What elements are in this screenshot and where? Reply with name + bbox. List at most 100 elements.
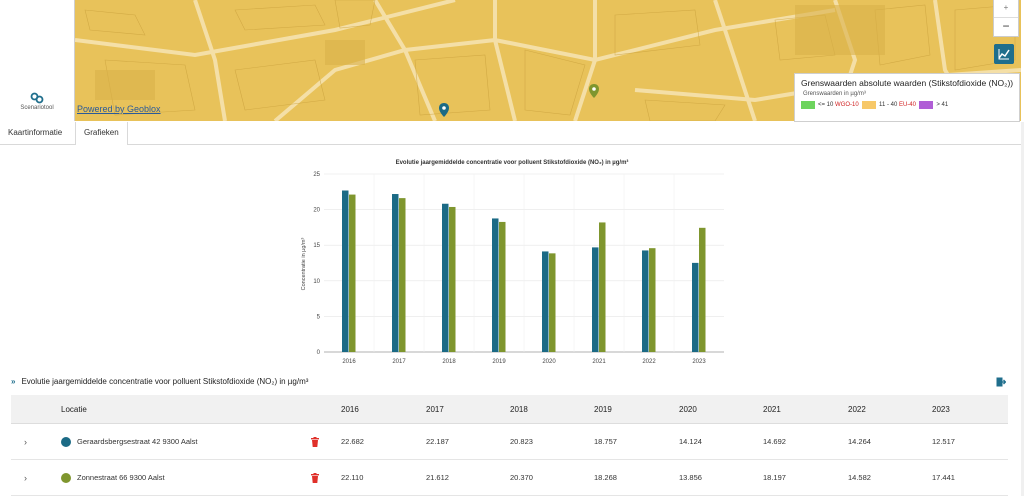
expand-row-icon[interactable]: › [24, 472, 27, 483]
location-pin-blue-icon[interactable] [439, 103, 449, 117]
bar [399, 198, 406, 352]
value-cell: 12.517 [932, 437, 955, 446]
value-cell: 13.856 [679, 473, 702, 482]
bar [442, 203, 449, 352]
export-icon[interactable] [996, 377, 1006, 387]
bar [449, 206, 456, 352]
chevron-down-icon[interactable]: » [11, 376, 16, 386]
bar [699, 227, 706, 352]
value-cell: 14.692 [763, 437, 786, 446]
chart-toggle-button[interactable] [994, 44, 1014, 64]
y-tick-label: 25 [313, 172, 320, 178]
bar [342, 190, 349, 352]
value-cell: 18.757 [594, 437, 617, 446]
column-header-year: 2019 [594, 404, 612, 414]
x-tick-label: 2018 [442, 359, 456, 365]
x-tick-label: 2022 [642, 359, 656, 365]
bar [642, 250, 649, 352]
y-tick-label: 5 [317, 314, 321, 320]
value-cell: 22.187 [426, 437, 449, 446]
scrollbar[interactable] [1021, 122, 1024, 496]
bar [649, 248, 656, 352]
value-cell: 17.441 [932, 473, 955, 482]
bar [692, 262, 699, 352]
table-section-header[interactable]: » Evolutie jaargemiddelde concentratie v… [11, 374, 308, 388]
bar [392, 194, 399, 352]
legend-swatch-purple [919, 101, 934, 109]
tab-grafieken[interactable]: Grafieken [75, 122, 128, 145]
y-tick-label: 0 [317, 350, 321, 356]
legend-tag: WGO-10 [835, 102, 859, 108]
map-attribution[interactable]: Powered by Geoblox [77, 104, 161, 114]
value-cell: 22.682 [341, 437, 364, 446]
data-table: Locatie 2016 2017 2018 2019 2020 2021 20… [11, 395, 1008, 496]
bar [542, 251, 549, 352]
table-row[interactable]: › Geraardsbergsestraat 42 9300 Aalst 22.… [11, 424, 1008, 460]
column-header-year: 2018 [510, 404, 528, 414]
legend-tag: EU-40 [898, 102, 916, 108]
delete-row-button[interactable] [311, 460, 319, 495]
series-color-dot [61, 472, 71, 483]
location-cell: Geraardsbergsestraat 42 9300 Aalst [61, 424, 198, 459]
scenariotool-label[interactable]: Scenariotool [20, 105, 54, 111]
legend-subtitle: Grenswaarden in µg/m³ [803, 91, 866, 97]
legend-range: > 41 [936, 102, 949, 108]
column-header-year: 2022 [848, 404, 866, 414]
zoom-control: + − [993, 0, 1019, 37]
bar [499, 221, 506, 352]
series-color-dot [61, 436, 71, 447]
expand-row-icon[interactable]: › [24, 436, 27, 447]
location-cell: Zonnestraat 66 9300 Aalst [61, 460, 165, 495]
legend-swatch-green [801, 101, 815, 109]
bar-chart: Evolutie jaargemiddelde concentratie voo… [301, 159, 724, 365]
column-header-year: 2017 [426, 404, 444, 414]
tool-panel: Scenariotool [0, 0, 75, 121]
legend-range: 11 - 40 [879, 102, 898, 108]
delete-row-button[interactable] [311, 424, 319, 459]
value-cell: 22.110 [341, 473, 364, 482]
value-cell: 20.370 [510, 473, 533, 482]
table-section-title: Evolutie jaargemiddelde concentratie voo… [21, 376, 309, 386]
tab-bar: Kaartinformatie Grafieken [0, 122, 1021, 145]
legend-swatch-orange [862, 101, 877, 109]
y-tick-label: 15 [313, 243, 320, 249]
value-cell: 14.264 [848, 437, 871, 446]
x-tick-label: 2023 [692, 359, 706, 365]
legend-items: <= 10 WGO-10 11 - 40 EU-40 > 41 [801, 101, 948, 109]
x-tick-label: 2020 [542, 359, 556, 365]
value-cell: 14.124 [679, 437, 702, 446]
link-icon[interactable] [30, 92, 44, 104]
zoom-in-button[interactable]: + [994, 0, 1018, 18]
column-header-year: 2016 [341, 404, 359, 414]
map-legend: Grenswaarden absolute waarden (Stikstofd… [794, 73, 1020, 122]
chart-y-axis-label: Concentratie in µg/m³ [301, 237, 307, 290]
value-cell: 20.823 [510, 437, 533, 446]
bar [492, 218, 499, 352]
chart-title: Evolutie jaargemiddelde concentratie voo… [396, 159, 629, 166]
trash-icon[interactable] [311, 436, 319, 447]
location-pin-green-icon[interactable] [589, 84, 599, 98]
value-cell: 18.197 [763, 473, 786, 482]
trash-icon[interactable] [311, 472, 319, 483]
bar [549, 253, 556, 352]
location-name: Geraardsbergsestraat 42 9300 Aalst [77, 437, 198, 446]
location-name: Zonnestraat 66 9300 Aalst [77, 473, 165, 482]
table-header: Locatie 2016 2017 2018 2019 2020 2021 20… [11, 395, 1008, 424]
column-header-year: 2021 [763, 404, 781, 414]
y-tick-label: 10 [313, 279, 320, 285]
y-tick-label: 20 [313, 208, 320, 214]
table-row[interactable]: › Zonnestraat 66 9300 Aalst 22.110 21.61… [11, 460, 1008, 496]
value-cell: 21.612 [426, 473, 449, 482]
column-header-year: 2023 [932, 404, 950, 414]
x-tick-label: 2019 [492, 359, 506, 365]
zoom-out-button[interactable]: − [1002, 19, 1010, 33]
tab-kaartinformatie[interactable]: Kaartinformatie [8, 128, 63, 137]
legend-title: Grenswaarden absolute waarden (Stikstofd… [801, 78, 1014, 88]
value-cell: 14.582 [848, 473, 871, 482]
bar [599, 222, 606, 352]
value-cell: 18.268 [594, 473, 617, 482]
x-tick-label: 2017 [392, 359, 406, 365]
column-header-location: Locatie [61, 404, 87, 414]
bar [349, 194, 356, 352]
legend-range: <= 10 [818, 102, 834, 108]
